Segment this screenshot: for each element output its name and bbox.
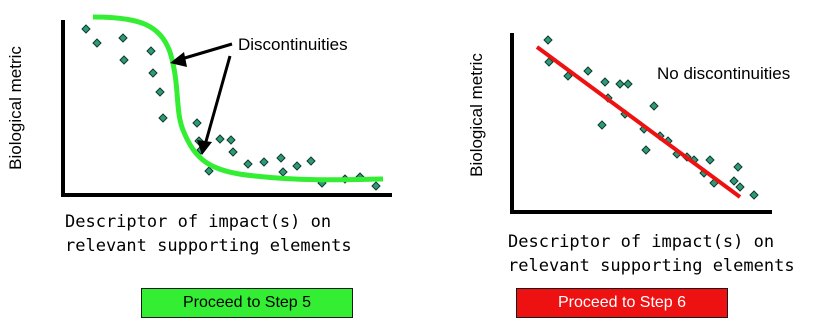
right-point <box>641 145 651 155</box>
right-panel: Biological metric No discontinuities <box>467 33 790 214</box>
left-point <box>226 135 236 145</box>
no-discontinuities-annotation: No discontinuities <box>657 64 790 83</box>
left-point <box>204 166 214 176</box>
left-point <box>259 157 269 167</box>
left-y-axis-label: Biological metric <box>6 46 25 170</box>
left-point <box>81 24 91 34</box>
left-point <box>158 113 168 123</box>
right-point <box>563 71 573 81</box>
left-point <box>148 68 158 78</box>
left-point <box>292 161 302 171</box>
left-point <box>371 181 381 191</box>
left-point <box>306 156 316 166</box>
left-point <box>155 87 165 97</box>
right-point <box>615 79 625 89</box>
arrow-upper <box>170 42 233 67</box>
left-point <box>146 46 156 56</box>
left-x-axis-label-line-2: relevant supporting elements <box>65 236 352 256</box>
right-point <box>749 190 759 200</box>
left-point <box>215 134 225 144</box>
right-x-axis-label-line-2: relevant supporting elements <box>508 256 795 276</box>
left-point <box>278 167 288 177</box>
right-y-axis-label: Biological metric <box>467 53 486 177</box>
right-point <box>705 155 715 165</box>
discontinuities-annotation: Discontinuities <box>238 35 348 54</box>
right-point <box>600 77 610 87</box>
right-point <box>543 35 553 45</box>
right-point <box>733 162 743 172</box>
right-trend-line <box>535 45 742 199</box>
left-point <box>92 38 102 48</box>
arrow-lower <box>197 55 232 155</box>
left-point <box>228 147 238 157</box>
right-x-axis-label-line-1: Descriptor of impact(s) on <box>508 232 775 252</box>
left-point <box>119 55 129 65</box>
right-point <box>649 101 659 111</box>
right-point <box>583 66 593 76</box>
right-scatter-points <box>543 35 759 200</box>
right-point <box>735 182 745 192</box>
left-point <box>243 159 253 169</box>
left-point <box>192 118 202 128</box>
left-x-axis-label: Descriptor of impact(s) on relevant supp… <box>65 210 352 258</box>
proceed-step-6-button[interactable]: Proceed to Step 6 <box>516 288 728 318</box>
left-x-axis-label-line-1: Descriptor of impact(s) on <box>65 212 332 232</box>
right-point <box>623 79 633 89</box>
right-x-axis-label: Descriptor of impact(s) on relevant supp… <box>508 230 795 278</box>
right-point <box>597 120 607 130</box>
left-panel: Biological metric Discontinuities <box>6 14 392 197</box>
left-point <box>118 33 128 43</box>
proceed-step-5-button[interactable]: Proceed to Step 5 <box>141 288 353 318</box>
left-point <box>276 153 286 163</box>
right-point <box>729 176 739 186</box>
left-step-curve <box>92 14 384 183</box>
right-point <box>544 57 554 67</box>
